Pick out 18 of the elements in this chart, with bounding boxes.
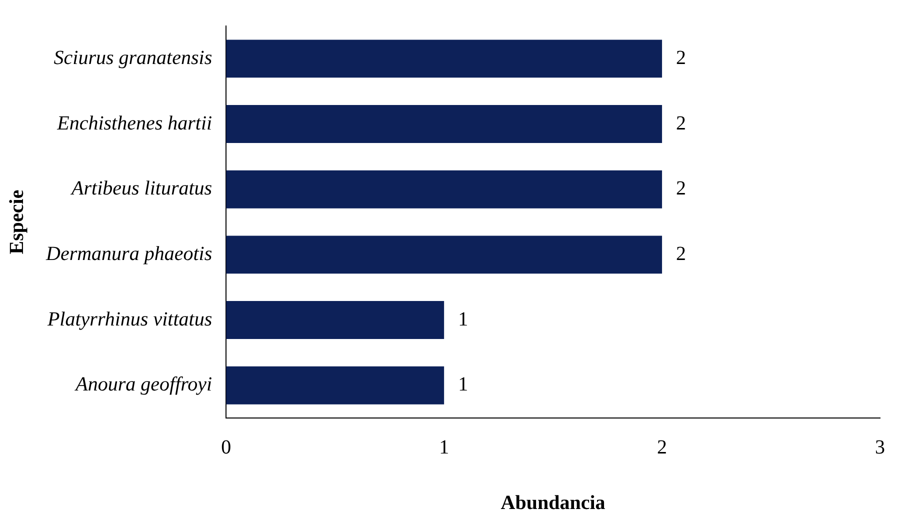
x-tick-label: 3 xyxy=(875,436,885,458)
x-tick-label: 2 xyxy=(657,436,668,458)
y-tick-label: Platyrrhinus vittatus xyxy=(46,308,212,330)
y-tick-label: Enchisthenes hartii xyxy=(56,112,212,134)
x-axis-title: Abundancia xyxy=(500,492,606,514)
y-tick-label: Artibeus lituratus xyxy=(70,178,212,200)
data-label: 2 xyxy=(676,46,686,69)
y-tick-label: Anoura geoffroyi xyxy=(74,374,212,396)
data-label: 1 xyxy=(458,374,468,396)
x-tick-label: 1 xyxy=(439,436,450,458)
data-label: 2 xyxy=(676,178,686,200)
y-tick-label: Dermanura phaeotis xyxy=(44,242,212,265)
y-tick-label: Sciurus granatensis xyxy=(54,46,212,69)
x-tick-label: 0 xyxy=(221,436,232,458)
data-label: 1 xyxy=(458,308,468,330)
y-axis-title: Especie xyxy=(6,190,28,254)
data-label: 2 xyxy=(676,242,686,265)
data-label: 2 xyxy=(676,112,686,134)
